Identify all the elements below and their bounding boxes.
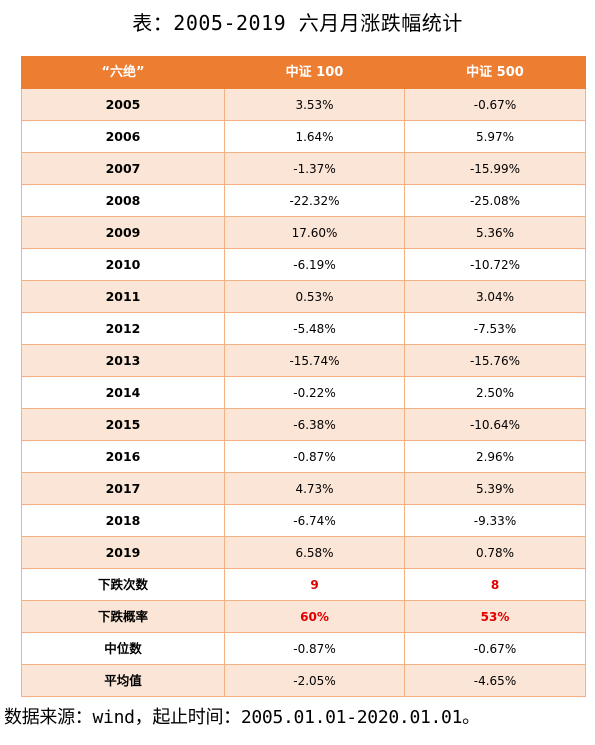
row-label: 2005 [21, 88, 225, 121]
csi100-value: 6.58% [224, 536, 405, 569]
table-row: 2014 -0.22% 2.50% [21, 376, 586, 409]
june-returns-table: “六绝” 中证 100 中证 500 2005 3.53% -0.67% 2006 1.… [21, 56, 586, 697]
csi100-value: -1.37% [224, 152, 405, 185]
csi100-value: -6.38% [224, 408, 405, 441]
table-row: 中位数 -0.87% -0.67% [21, 632, 586, 665]
table-row: 2008 -22.32% -25.08% [21, 184, 586, 217]
csi100-value: 4.73% [224, 472, 405, 505]
row-label: 2019 [21, 536, 225, 569]
row-label: 2010 [21, 248, 225, 281]
csi500-value: 2.96% [404, 440, 586, 473]
table-row: 2016 -0.87% 2.96% [21, 440, 586, 473]
row-label: 2016 [21, 440, 225, 473]
table-row: 2019 6.58% 0.78% [21, 536, 586, 569]
csi100-value: -6.19% [224, 248, 405, 281]
table-row: 2006 1.64% 5.97% [21, 120, 586, 153]
header-label-column: “六绝” [21, 56, 225, 89]
data-source-note: 数据来源：wind，起止时间：2005.01.01-2020.01.01。 [4, 707, 480, 728]
table-row: 2015 -6.38% -10.64% [21, 408, 586, 441]
csi100-value: 3.53% [224, 88, 405, 121]
row-label: 2015 [21, 408, 225, 441]
csi100-value: -15.74% [224, 344, 405, 377]
table-row: 2018 -6.74% -9.33% [21, 504, 586, 537]
csi500-value: -0.67% [404, 632, 586, 665]
csi100-value: 1.64% [224, 120, 405, 153]
csi500-value: -4.65% [404, 664, 586, 697]
table-row: 2007 -1.37% -15.99% [21, 152, 586, 185]
row-label: 2011 [21, 280, 225, 313]
csi100-value: -2.05% [224, 664, 405, 697]
csi500-value: -25.08% [404, 184, 586, 217]
csi500-value: 8 [404, 568, 586, 601]
csi100-value: 17.60% [224, 216, 405, 249]
csi100-value: -22.32% [224, 184, 405, 217]
row-label: 2014 [21, 376, 225, 409]
csi500-value: -10.72% [404, 248, 586, 281]
row-label: 中位数 [21, 632, 225, 665]
row-label: 2018 [21, 504, 225, 537]
row-label: 2009 [21, 216, 225, 249]
row-label: 2013 [21, 344, 225, 377]
table-header-row: “六绝” 中证 100 中证 500 [21, 56, 586, 89]
csi100-value: -0.87% [224, 440, 405, 473]
csi100-value: -6.74% [224, 504, 405, 537]
csi500-value: -0.67% [404, 88, 586, 121]
csi500-value: 2.50% [404, 376, 586, 409]
row-label: 平均值 [21, 664, 225, 697]
csi100-value: -0.87% [224, 632, 405, 665]
csi500-value: 0.78% [404, 536, 586, 569]
csi100-value: -5.48% [224, 312, 405, 345]
csi100-value: -0.22% [224, 376, 405, 409]
row-label: 2012 [21, 312, 225, 345]
table-row: 下跌次数 9 8 [21, 568, 586, 601]
row-label: 2007 [21, 152, 225, 185]
csi500-value: 5.97% [404, 120, 586, 153]
table-row: 2017 4.73% 5.39% [21, 472, 586, 505]
csi100-value: 60% [224, 600, 405, 633]
table-row: 2005 3.53% -0.67% [21, 88, 586, 121]
table-row: 下跌概率 60% 53% [21, 600, 586, 633]
table-row: 平均值 -2.05% -4.65% [21, 664, 586, 697]
row-label: 2008 [21, 184, 225, 217]
csi500-value: -7.53% [404, 312, 586, 345]
csi500-value: 5.39% [404, 472, 586, 505]
table-title: 表：2005-2019 六月月涨跌幅统计 [132, 11, 463, 35]
table-row: 2013 -15.74% -15.76% [21, 344, 586, 377]
csi100-value: 9 [224, 568, 405, 601]
header-csi100-column: 中证 100 [224, 56, 405, 89]
table-row: 2011 0.53% 3.04% [21, 280, 586, 313]
header-csi500-column: 中证 500 [404, 56, 586, 89]
csi500-value: 5.36% [404, 216, 586, 249]
row-label: 下跌次数 [21, 568, 225, 601]
row-label: 2006 [21, 120, 225, 153]
table-row: 2010 -6.19% -10.72% [21, 248, 586, 281]
csi500-value: -9.33% [404, 504, 586, 537]
csi500-value: 53% [404, 600, 586, 633]
row-label: 下跌概率 [21, 600, 225, 633]
csi500-value: -15.76% [404, 344, 586, 377]
table-row: 2009 17.60% 5.36% [21, 216, 586, 249]
row-label: 2017 [21, 472, 225, 505]
csi500-value: -10.64% [404, 408, 586, 441]
csi500-value: 3.04% [404, 280, 586, 313]
csi500-value: -15.99% [404, 152, 586, 185]
table-row: 2012 -5.48% -7.53% [21, 312, 586, 345]
table-body: 2005 3.53% -0.67% 2006 1.64% 5.97% 2007 -1.37% -… [21, 88, 586, 697]
csi100-value: 0.53% [224, 280, 405, 313]
